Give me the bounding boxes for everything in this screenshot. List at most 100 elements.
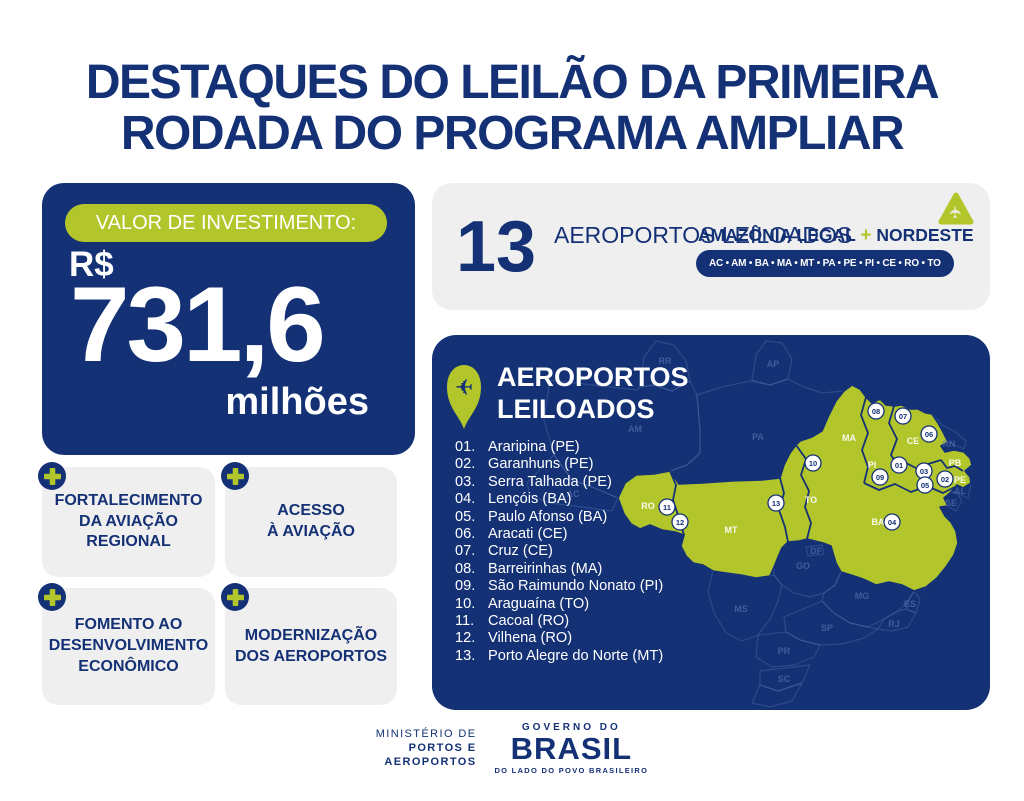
gov-brand-wordmark: BRASIL — [510, 731, 633, 766]
investment-card: VALOR DE INVESTIMENTO: R$ 731,6 milhões — [42, 183, 415, 455]
airport-list-item: 13. Porto Alegre do Norte (MT) — [455, 647, 664, 664]
state-label-CE: CE — [907, 436, 920, 446]
benefit-card-aviation-access: ACESSO À AVIAÇÃO — [221, 462, 397, 577]
benefit-card-regional-aviation: FORTALECIMENTO DA AVIAÇÃO REGIONAL — [38, 462, 215, 577]
svg-text:07: 07 — [899, 412, 907, 421]
airport-list: 01. Araripina (PE) 02. Garanhuns (PE) 03. Ser… — [455, 439, 663, 665]
map-marker-09: 09 — [871, 468, 889, 486]
currency-symbol: R$ — [69, 245, 114, 284]
state-label-PB: PB — [949, 458, 962, 468]
map-marker-12: 12 — [671, 513, 689, 531]
map-marker-05: 05 — [916, 476, 934, 494]
plus-icon — [221, 583, 249, 611]
highlighted-state-borders — [669, 396, 964, 543]
state-label-RN: RN — [943, 439, 956, 449]
state-label-ES: ES — [904, 599, 916, 609]
map-marker-10: 10 — [804, 454, 822, 472]
state-label-PA: PA — [752, 432, 764, 442]
svg-text:✈: ✈ — [455, 376, 473, 401]
state-label-SC: SC — [778, 674, 791, 684]
page-title-line1: DESTAQUES DO LEILÃO DA PRIMEIRA — [85, 56, 940, 109]
state-label-MS: MS — [734, 604, 748, 614]
airport-list-item: 11. Cacoal (RO) — [455, 613, 570, 630]
state-label-PR: PR — [778, 646, 791, 656]
page-title: DESTAQUES DO LEILÃO DA PRIMEIRA RODADA D… — [0, 56, 1024, 160]
map-card-title-line1: AEROPORTOS — [497, 362, 689, 392]
map-card-title-line2: LEILOADOS — [497, 394, 655, 425]
svg-text:10: 10 — [809, 459, 817, 468]
state-label-PE: PE — [954, 475, 966, 485]
state-label-AL: AL — [954, 486, 966, 496]
map-marker-06: 06 — [920, 425, 938, 443]
state-label-MG: MG — [855, 591, 870, 601]
state-label-RO: RO — [641, 501, 655, 511]
investment-badge: VALOR DE INVESTIMENTO: — [65, 204, 387, 242]
airplane-pin-icon: ✈ — [444, 362, 484, 435]
map-marker-03: 03 — [915, 462, 933, 480]
region-part1: AMAZÔNIA LEGAL — [698, 225, 856, 245]
svg-text:11: 11 — [663, 503, 671, 512]
map-marker-13: 13 — [767, 494, 785, 512]
government-logo: GOVERNO DO BRASIL DO LADO DO POVO BRASIL… — [494, 722, 648, 775]
svg-text:13: 13 — [772, 499, 780, 508]
map-card-title: AEROPORTOS LEILOADOS — [497, 361, 689, 426]
state-label-RJ: RJ — [888, 619, 900, 629]
ampliar-a-logo-icon: ✈ — [938, 191, 974, 230]
ministry-line3: AEROPORTOS — [384, 756, 477, 769]
svg-text:12: 12 — [676, 518, 684, 527]
region-part2: NORDESTE — [876, 225, 974, 245]
airport-list-item: 09. São Raimundo Nonato (PI) — [455, 578, 664, 595]
benefit-card-economic-development: FOMENTO AO DESENVOLVIMENTO ECONÔMICO — [38, 583, 215, 705]
state-label-AM: AM — [628, 424, 642, 434]
airport-list-item: 05. Paulo Afonso (BA) — [455, 508, 608, 525]
airport-list-item: 12. Vilhena (RO) — [455, 630, 573, 647]
airport-list-item: 02. Garanhuns (PE) — [455, 456, 594, 473]
airport-list-item: 06. Aracati (CE) — [455, 526, 568, 543]
plus-icon — [221, 462, 249, 490]
highlighted-states-region — [617, 384, 973, 592]
svg-text:05: 05 — [921, 481, 929, 490]
investment-value: 731,6 — [70, 264, 326, 384]
airport-markers: 01 02 03 04 05 06 07 08 09 10 11 12 13 — [658, 402, 954, 531]
state-label-AP: AP — [767, 359, 780, 369]
states-pill: AC • AM • BA • MA • MT • PA • PE • PI • … — [696, 250, 954, 277]
state-label-SP: SP — [821, 623, 833, 633]
plus-icon — [38, 462, 66, 490]
svg-text:01: 01 — [895, 461, 903, 470]
gov-tagline: DO LADO DO POVO BRASILEIRO — [494, 765, 649, 775]
auctioned-airports-map-card: RR AP AM PA AC GO DF MS MG ES RJ SP PR SC RN AL SE RO MT TO… — [432, 335, 990, 710]
region-title: AMAZÔNIA LEGAL + NORDESTE — [698, 225, 974, 247]
state-label-RR: RR — [659, 356, 672, 366]
airport-count-label: AEROPORTOS LEILOADOS — [554, 222, 853, 248]
investment-unit: milhões — [225, 381, 369, 423]
state-label-DF: DF — [810, 546, 822, 556]
airport-list-item: 10. Araguaína (TO) — [455, 595, 590, 612]
state-label-MA: MA — [842, 433, 856, 443]
map-marker-02: 02 — [936, 470, 954, 488]
svg-text:04: 04 — [888, 518, 897, 527]
svg-text:✈: ✈ — [946, 205, 965, 218]
auction-summary-card: 13 AEROPORTOS LEILOADOS AMAZÔNIA LEGAL +… — [432, 183, 990, 310]
state-label-GO: GO — [796, 561, 810, 571]
airport-list-item: 07. Cruz (CE) — [455, 543, 553, 560]
airport-list-item: 04. Lençóis (BA) — [455, 491, 572, 508]
map-marker-07: 07 — [894, 407, 912, 425]
airport-list-item: 03. Serra Talhada (PE) — [455, 473, 612, 490]
plus-icon — [38, 583, 66, 611]
footer: MINISTÉRIO DE PORTOS E AEROPORTOS GOVERN… — [0, 722, 1024, 775]
benefit-label: FOMENTO AO DESENVOLVIMENTO ECONÔMICO — [48, 616, 209, 675]
benefit-label: ACESSO À AVIAÇÃO — [267, 502, 355, 540]
ministry-line1: MINISTÉRIO DE — [375, 727, 477, 740]
map-marker-11: 11 — [658, 498, 676, 516]
svg-text:06: 06 — [925, 430, 933, 439]
svg-text:09: 09 — [876, 473, 884, 482]
state-label-PI: PI — [868, 460, 877, 470]
benefit-card-airport-modernization: MODERNIZAÇÃO DOS AEROPORTOS — [221, 583, 397, 705]
airport-count: 13 — [456, 207, 537, 287]
gov-top-text: GOVERNO DO — [521, 722, 621, 733]
benefit-label: MODERNIZAÇÃO DOS AEROPORTOS — [234, 626, 388, 665]
state-label-BA: BA — [872, 517, 885, 527]
